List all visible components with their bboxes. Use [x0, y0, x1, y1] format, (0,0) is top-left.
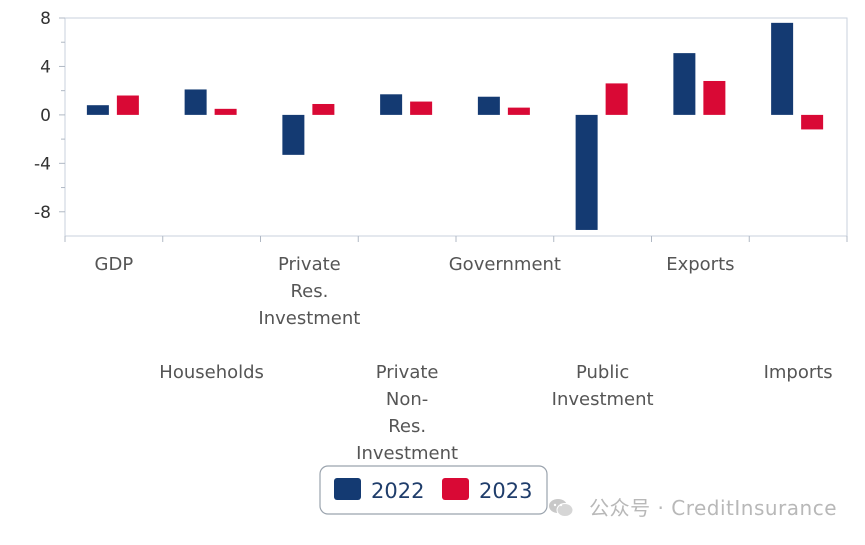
- x-category-label: Imports: [764, 362, 833, 383]
- x-category-label-line: Private: [376, 362, 439, 383]
- bar-2023-4: [507, 107, 530, 115]
- watermark-text: 公众号 · CreditInsurance: [589, 496, 837, 520]
- bar-2023-3: [410, 101, 433, 115]
- legend-swatch-2023[interactable]: [442, 478, 469, 500]
- x-category-label-line: Res.: [388, 416, 426, 437]
- bar-2023-2: [312, 103, 335, 115]
- y-tick-label: 8: [40, 9, 51, 29]
- x-category-label-line: Non-: [386, 389, 428, 410]
- bars: [86, 22, 824, 230]
- bar-2022-0: [86, 105, 109, 115]
- x-category-label: Exports: [666, 254, 734, 275]
- bar-2022-5: [575, 114, 598, 230]
- watermark: 公众号 · CreditInsurance: [548, 492, 837, 521]
- axes: 8 4 0 -4 -8: [34, 9, 848, 242]
- bar-2023-1: [214, 108, 237, 115]
- y-tick-label: 0: [40, 106, 51, 126]
- x-category-label: Households: [159, 362, 264, 383]
- legend-box: [319, 465, 548, 515]
- bar-2023-7: [801, 114, 824, 130]
- x-category-label: Private Non- Res. Investment: [356, 362, 458, 464]
- x-category-label-line: Investment: [356, 443, 458, 464]
- legend-label-2023[interactable]: 2023: [479, 479, 532, 503]
- x-category-label: Public Investment: [552, 362, 654, 410]
- legend-label-2022[interactable]: 2022: [371, 479, 424, 503]
- x-category-label: GDP: [95, 254, 134, 275]
- x-category-label: Government: [449, 254, 561, 275]
- x-category-label-line: Government: [449, 254, 561, 275]
- plot-frame: [64, 17, 848, 237]
- y-tick-label: -4: [34, 154, 51, 174]
- x-category-label-line: GDP: [95, 254, 134, 275]
- bar-2022-2: [282, 114, 305, 155]
- x-category-label-line: Public: [576, 362, 629, 383]
- x-category-label-line: Investment: [258, 308, 360, 329]
- x-category-label: Private Res. Investment: [258, 254, 360, 329]
- x-category-label-line: Imports: [764, 362, 833, 383]
- y-tick-label: 4: [40, 57, 51, 77]
- x-category-label-line: Res.: [290, 281, 328, 302]
- bar-2023-5: [605, 83, 628, 115]
- x-category-label-line: Households: [159, 362, 264, 383]
- wechat-icon: [549, 499, 574, 517]
- y-tick-label: -8: [34, 203, 51, 223]
- bar-2022-6: [673, 53, 696, 115]
- bar-2022-4: [477, 96, 500, 115]
- bar-2022-3: [380, 94, 403, 115]
- x-category-label-line: Exports: [666, 254, 734, 275]
- x-category-label-line: Private: [278, 254, 341, 275]
- x-category-label-line: Investment: [552, 389, 654, 410]
- legend[interactable]: 2022 2023: [319, 465, 548, 515]
- bar-2022-1: [184, 89, 207, 115]
- bar-2023-0: [116, 95, 139, 115]
- bar-2022-7: [771, 22, 794, 115]
- legend-swatch-2022[interactable]: [334, 478, 361, 500]
- bar-2023-6: [703, 80, 726, 115]
